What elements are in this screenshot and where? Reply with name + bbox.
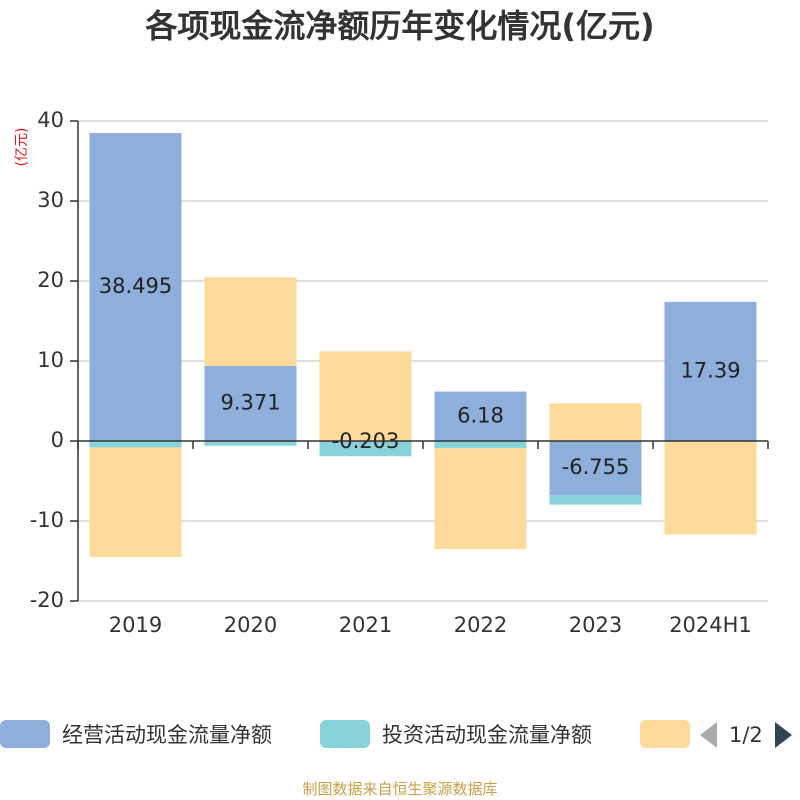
y-tick-label: -10 (30, 508, 64, 532)
bar-financing (319, 351, 412, 441)
bar-financing (549, 403, 642, 441)
bar-operating (89, 133, 182, 442)
bar-investing (204, 441, 297, 446)
bar-investing (549, 495, 642, 505)
legend-swatch-financing (640, 720, 690, 748)
bar-operating (664, 301, 757, 441)
legend-item-investing[interactable]: 投资活动现金流量净额 (320, 718, 592, 750)
legend-page-indicator: 1/2 (729, 723, 763, 747)
y-tick-label: 20 (37, 268, 64, 292)
x-tick-label: 2023 (569, 613, 622, 637)
legend-prev-page-icon[interactable] (700, 722, 717, 748)
x-tick-label: 2024H1 (669, 613, 752, 637)
x-tick-label: 2021 (339, 613, 392, 637)
bar-operating (549, 441, 642, 496)
x-tick-label: 2022 (454, 613, 507, 637)
grid-lines (78, 120, 768, 602)
bar-investing (319, 442, 412, 457)
axes: -20 -10 0 10 20 30 40 2019 2020 2021 2022 2023 2024H… (30, 108, 769, 637)
bar-investing (89, 441, 182, 448)
bar-financing (434, 448, 527, 549)
bar-financing (664, 441, 757, 535)
bar-financing (204, 277, 297, 367)
x-tick-label: 2020 (224, 613, 277, 637)
bar-investing (434, 441, 527, 449)
bar-data-label: 9.371 (220, 391, 280, 415)
y-tick-label: 30 (37, 188, 64, 212)
legend-swatch-operating (0, 720, 50, 748)
legend: 经营活动现金流量净额 投资活动现金流量净额 1/2 (0, 714, 800, 754)
legend-pager: 1/2 (700, 720, 792, 750)
y-tick-label: -20 (30, 588, 64, 612)
x-tick-label: 2019 (109, 613, 162, 637)
bar-series (89, 133, 757, 557)
y-tick-label: 10 (37, 348, 64, 372)
bar-data-label: 6.18 (457, 403, 504, 427)
bar-financing (89, 447, 182, 557)
chart-title: 各项现金流净额历年变化情况(亿元) (145, 7, 655, 45)
bar-operating (434, 391, 527, 441)
legend-label-investing: 投资活动现金流量净额 (382, 723, 592, 747)
legend-swatch-investing (320, 720, 370, 748)
y-axis-label: (亿元) (14, 128, 30, 167)
bar-operating (204, 366, 297, 441)
data-source-footer: 制图数据来自恒生聚源数据库 (302, 780, 498, 798)
legend-next-page-icon[interactable] (774, 722, 792, 748)
bar-data-label: 38.495 (99, 274, 172, 298)
y-tick-label: 40 (37, 108, 64, 132)
legend-label-operating: 经营活动现金流量净额 (62, 723, 272, 747)
y-tick-label: 0 (51, 428, 64, 452)
bar-operating (319, 441, 412, 443)
legend-item-operating[interactable]: 经营活动现金流量净额 (0, 718, 272, 750)
bar-data-label: -6.755 (562, 455, 630, 479)
legend-item-financing[interactable] (640, 718, 690, 750)
bar-data-label: 17.39 (680, 358, 740, 382)
